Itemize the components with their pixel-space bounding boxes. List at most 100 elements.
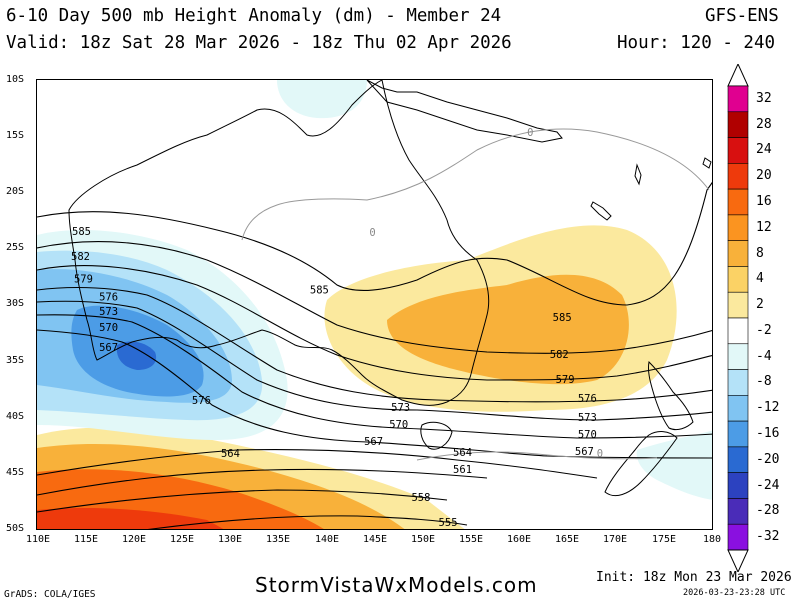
tasmania-coast (420, 421, 453, 450)
colorbar-swatch (727, 343, 749, 370)
init-time: Init: 18z Mon 23 Mar 2026 (596, 570, 792, 585)
height-contours (37, 181, 712, 529)
colorbar-swatch (727, 446, 749, 473)
lon-label: 120E (121, 534, 147, 545)
colorbar-label: 24 (756, 142, 772, 158)
lat-label: 10S (6, 74, 25, 85)
contour-label: 582 (550, 349, 569, 361)
colorbar-label: -28 (756, 503, 780, 519)
colorbar-label: 28 (756, 116, 772, 132)
contour-label-text: 567 (575, 446, 594, 458)
contour-label: 561 (453, 464, 472, 476)
contour-label-text: 570 (99, 322, 118, 334)
contour-label-text: 564 (221, 448, 240, 460)
lon-label: 135E (265, 534, 291, 545)
colorbar-label: -8 (756, 374, 772, 390)
contour-label-text: 0 (527, 127, 533, 139)
colorbar-label: -4 (756, 348, 772, 364)
contour-582 (37, 241, 712, 354)
shading-positive-south-4 (37, 508, 224, 529)
map-canvas: 5855825795765735705675855855825795765735… (37, 80, 712, 529)
colorbar-swatch (727, 111, 749, 138)
contour-label-text: 582 (71, 251, 90, 263)
contour-label-text: 573 (99, 306, 118, 318)
colorbar (727, 64, 749, 572)
contour-573 (37, 300, 712, 421)
map-panel: 585 582 579 576 573 570 567 585 585 582 579 576 573 5… (36, 79, 713, 530)
new-guinea-coast (366, 80, 563, 143)
lat-label: 40S (6, 411, 25, 422)
shading-positive-east-2 (387, 274, 629, 385)
contour-label: 570 (578, 429, 597, 441)
contour-555 (147, 515, 468, 529)
colorbar-bottom-arrow (727, 549, 749, 572)
colorbar-label: 16 (756, 194, 772, 209)
contour-label-text: 555 (439, 517, 458, 529)
contour-585 (37, 181, 712, 306)
contour-label: 585 (553, 312, 572, 324)
contour-label: 0 (597, 448, 603, 460)
contour-label: 576 (578, 393, 597, 405)
contour-label-text: 585 (72, 226, 91, 238)
colorbar-swatch (727, 395, 749, 422)
contour-561 (37, 468, 488, 496)
new-zealand-north (648, 360, 694, 431)
lat-label: 25S (6, 242, 25, 253)
shading-positive-north (277, 80, 367, 119)
contour-label-text: 579 (74, 273, 93, 285)
contour-label-text: 0 (597, 448, 603, 460)
australia-coast (68, 80, 490, 406)
colorbar-swatch (727, 214, 749, 241)
zero-contour-south (416, 451, 658, 461)
contour-576 (37, 286, 712, 403)
colorbar-swatch (727, 317, 749, 345)
colorbar-swatch (727, 523, 749, 551)
contour-label: 567 (575, 446, 594, 458)
contour-label-text: 570 (578, 429, 597, 441)
colorbar-swatch (727, 137, 749, 164)
lon-label: 145E (362, 534, 388, 545)
colorbar-label: -20 (756, 451, 780, 467)
contour-label: 576 (99, 291, 118, 303)
vanuatu (634, 163, 642, 186)
contour-label-text: 576 (578, 393, 597, 405)
colorbar-label: -16 (756, 426, 780, 441)
shading-negative-east (636, 430, 712, 500)
colorbar-label: 8 (756, 245, 764, 261)
contour-label: 555 (439, 517, 458, 529)
lon-label: 155E (458, 534, 484, 545)
contour-label: 573 (391, 402, 410, 414)
lat-label: 45S (6, 467, 25, 478)
contour-label-text: 585 (553, 312, 572, 324)
contour-label-text: 579 (556, 374, 575, 386)
valid-period: Valid: 18z Sat 28 Mar 2026 - 18z Thu 02 … (6, 33, 512, 53)
contour-label-text: 564 (453, 447, 472, 459)
colorbar-swatch (727, 420, 749, 448)
contour-label: 567 (99, 342, 118, 354)
lat-label: 30S (6, 298, 25, 309)
lon-label: 160E (506, 534, 532, 545)
colorbar-label: -12 (756, 400, 780, 416)
generation-timestamp: 2026-03-23-23:28 UTC (683, 588, 786, 598)
contour-label-text: 567 (99, 342, 118, 354)
colorbar-swatch (727, 472, 749, 499)
lat-label: 15S (6, 130, 25, 141)
colorbar-label: 4 (756, 271, 764, 287)
contour-labels: 5855825795765735705675855855825795765735… (71, 127, 603, 529)
grads-credit: GrADS: COLA/IGES (4, 589, 96, 600)
contour-label: 576 (192, 395, 211, 407)
fiji (702, 157, 712, 169)
colorbar-label: -24 (756, 477, 780, 493)
contour-label: 564 (453, 447, 472, 459)
contour-label: 570 (389, 419, 408, 431)
colorbar-top-arrow (727, 64, 749, 87)
model-name: GFS-ENS (705, 6, 779, 26)
colorbar-label: 20 (756, 168, 772, 184)
contour-label: 573 (578, 412, 597, 424)
shading-negative-5 (116, 341, 157, 370)
contour-558 (37, 489, 448, 513)
colorbar-boxes (727, 85, 749, 551)
new-caledonia (590, 201, 612, 221)
colorbar-swatch (727, 163, 749, 190)
site-name: StormVistaWxModels.com (255, 573, 538, 597)
